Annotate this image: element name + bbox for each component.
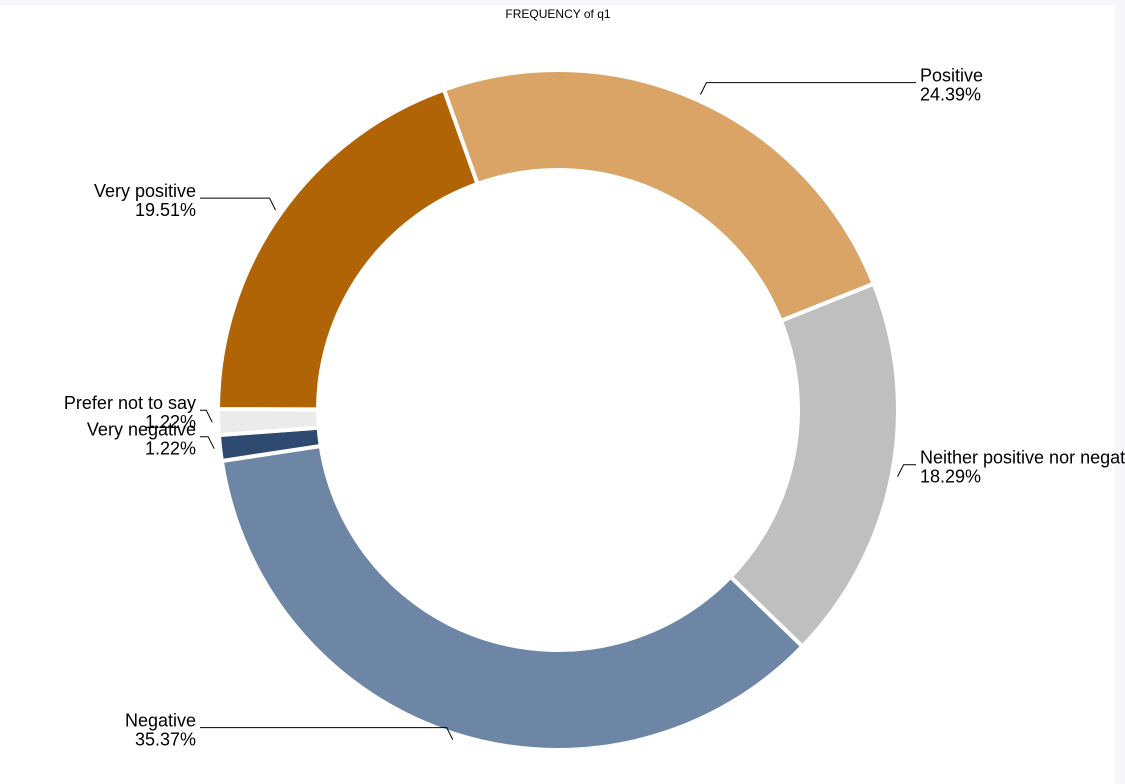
leader-line [699,82,916,95]
slice-label: Negative [125,710,196,730]
slice-label: Prefer not to say [64,393,196,413]
slice-label: Positive [920,65,983,85]
leader-line [200,727,454,740]
slice-value-label: 1.22% [145,412,196,432]
leader-line [200,409,213,423]
leader-line [897,464,916,477]
slice-value-label: 19.51% [135,200,196,220]
donut-slice [727,281,900,650]
side-band [1115,0,1125,784]
slice-value-label: 1.22% [145,438,196,458]
leader-line [200,197,277,211]
slice-value-label: 18.29% [920,467,981,487]
chart-title: FREQUENCY of q1 [505,7,610,21]
slice-label: Very negative [87,419,196,439]
donut-slice [215,87,481,412]
slice-label: Neither positive nor negative [920,448,1125,468]
top-band [0,0,1125,5]
donut-slice [219,443,806,752]
slice-value-label: 35.37% [135,729,196,749]
donut-slice [441,68,877,324]
slice-value-label: 24.39% [920,84,981,104]
leader-line [200,436,215,449]
slice-label: Very positive [94,181,196,201]
